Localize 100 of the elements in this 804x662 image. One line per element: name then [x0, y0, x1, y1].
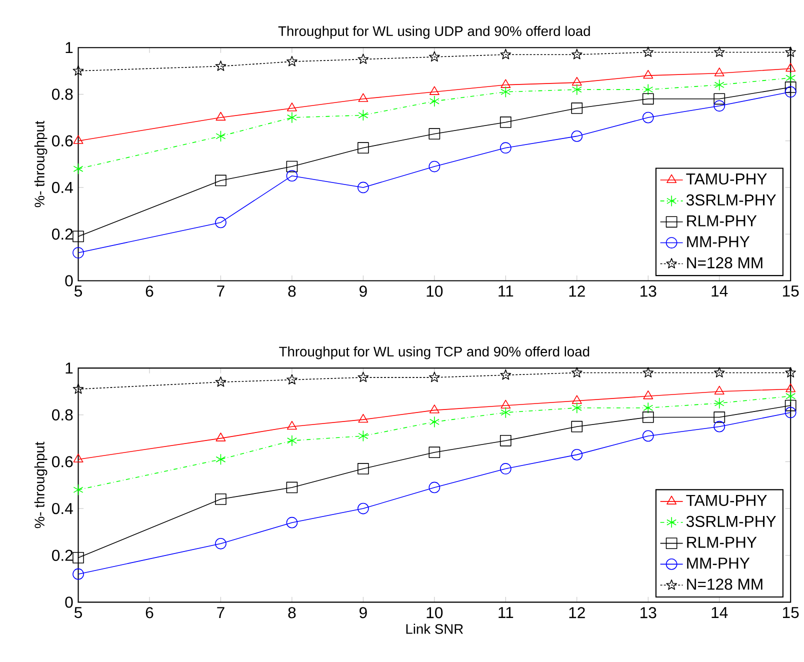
point [500, 435, 512, 446]
point [643, 402, 654, 414]
point [358, 463, 369, 475]
point [216, 130, 226, 142]
legend-label: N=128 MM [687, 578, 762, 590]
point [216, 454, 226, 466]
point [216, 432, 226, 442]
point [642, 46, 654, 58]
y-axis-title: %- throughput [34, 442, 48, 528]
x-tick-label: 6 [146, 607, 154, 618]
point [215, 538, 226, 550]
x-tick-label: 7 [217, 286, 224, 297]
y-tick-label: 0.4 [52, 503, 73, 514]
point [572, 84, 582, 96]
legend-label: MM-PHY [687, 236, 750, 248]
point [714, 68, 724, 76]
point [429, 51, 440, 62]
point [642, 93, 654, 105]
x-tick-label: 9 [360, 286, 367, 297]
x-tick-label: 12 [569, 607, 585, 618]
point [784, 82, 796, 94]
point [358, 142, 369, 154]
x-tick-label: 13 [640, 607, 656, 618]
point [286, 374, 298, 385]
y-axis-title: %- throughput [34, 120, 48, 208]
point [784, 86, 796, 98]
point [286, 160, 298, 172]
point [428, 482, 440, 494]
point [73, 484, 84, 496]
point [714, 398, 724, 410]
point [72, 552, 84, 564]
point [500, 49, 512, 60]
legend-label: 3SRLM-PHY [686, 194, 776, 206]
point [714, 412, 726, 424]
point [286, 421, 297, 430]
point [643, 70, 654, 79]
point [714, 46, 725, 58]
x-tick-label: 5 [74, 286, 82, 297]
point [73, 163, 84, 175]
point [571, 130, 583, 142]
point [714, 421, 726, 432]
y-tick-label: 1 [66, 362, 73, 374]
point [714, 100, 726, 112]
legend-label: RLM-PHY [687, 216, 757, 226]
point [216, 112, 226, 121]
point [784, 400, 796, 412]
x-tick-label: 12 [569, 286, 585, 297]
y-tick-label: 0.6 [52, 456, 73, 468]
legend-label: RLM-PHY [687, 536, 757, 548]
point [714, 79, 724, 91]
point [429, 96, 440, 108]
point [358, 502, 369, 514]
x-tick-label: 11 [498, 286, 514, 297]
x-tick-label: 6 [146, 286, 154, 297]
point [286, 56, 298, 66]
point [358, 182, 369, 194]
x-tick-label: 7 [217, 607, 224, 618]
point [571, 102, 583, 114]
x-tick-label: 15 [783, 286, 799, 297]
point [714, 386, 724, 395]
point [72, 384, 84, 394]
point [500, 406, 511, 418]
point [358, 414, 368, 423]
chart-title: Throughput for WL using TCP and 90% offerd load [279, 346, 590, 360]
point [714, 367, 725, 378]
point [286, 112, 297, 124]
x-tick-label: 5 [74, 607, 82, 618]
x-axis-title: Link SNR [406, 624, 463, 634]
point [643, 84, 654, 96]
point [642, 412, 654, 424]
point [72, 65, 84, 76]
point [571, 449, 583, 461]
y-tick-label: 0.4 [52, 182, 73, 194]
point [286, 517, 298, 528]
point [500, 142, 512, 154]
point [358, 110, 368, 122]
point [714, 93, 726, 105]
point [786, 384, 796, 392]
point [358, 430, 368, 442]
point [571, 49, 582, 60]
chart-title: Throughput for WL using UDP and 90% offerd load [278, 26, 590, 39]
point [286, 435, 297, 446]
x-tick-label: 8 [288, 607, 296, 618]
point [572, 77, 582, 86]
x-tick-label: 8 [288, 286, 296, 297]
y-tick-label: 0.6 [52, 135, 73, 147]
point [642, 112, 654, 124]
point [73, 135, 84, 144]
point [500, 400, 511, 409]
point [786, 63, 796, 72]
x-tick-label: 11 [498, 607, 514, 618]
y-tick-label: 1 [66, 42, 73, 54]
point [642, 367, 654, 378]
point [215, 216, 226, 228]
legend-label: N=128 MM [687, 257, 762, 268]
point [286, 102, 297, 112]
point [785, 46, 796, 58]
point [286, 170, 298, 182]
point [215, 60, 226, 72]
point [500, 79, 511, 88]
